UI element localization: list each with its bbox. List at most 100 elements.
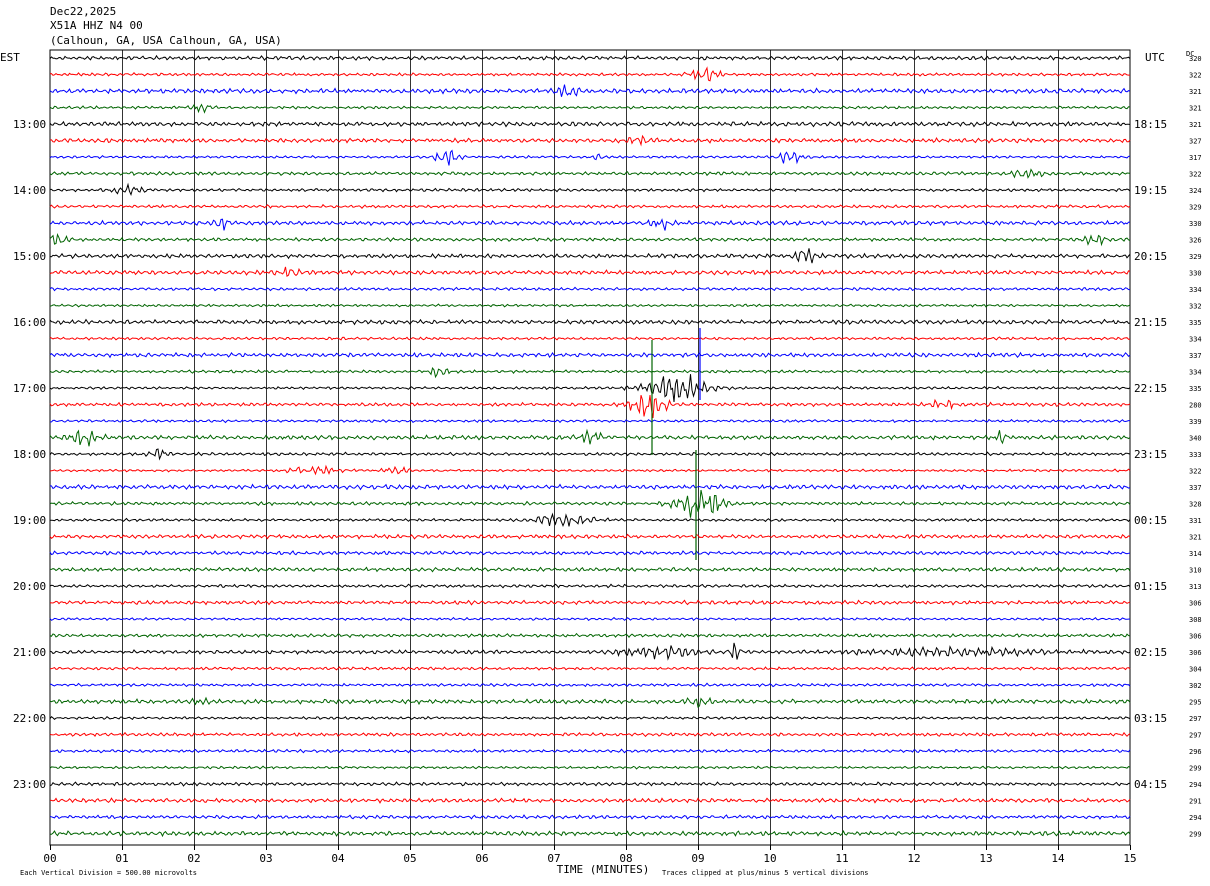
right-hour-label: 00:15 [1134,514,1167,527]
location-label: (Calhoun, GA, USA Calhoun, GA, USA) [50,34,282,47]
trace-line [49,418,1130,424]
dc-value-label: 339 [1189,418,1202,426]
trace-line [49,149,1131,166]
dc-value-label: 331 [1189,517,1202,525]
footer-clip-note: Traces clipped at plus/minus 5 vertical … [662,869,869,877]
right-hour-label: 02:15 [1134,646,1167,659]
dc-value-label: 297 [1189,715,1202,723]
dc-value-label: 321 [1189,121,1202,129]
trace-line [49,134,1131,147]
left-hour-label: 16:00 [13,316,46,329]
dc-value-label: 308 [1189,616,1202,624]
dc-value-label: 332 [1189,303,1202,311]
dc-value-label: 306 [1189,600,1202,608]
dc-value-label: 314 [1189,550,1202,558]
trace-line [49,351,1131,359]
trace-group [49,54,1131,838]
chart-grid [49,49,1131,850]
dc-value-label: 321 [1189,88,1202,96]
dc-value-label: 322 [1189,468,1202,476]
trace-line [49,248,1131,264]
right-hour-label: 03:15 [1134,712,1167,725]
left-hour-label: 22:00 [13,712,46,725]
dc-value-label: 335 [1189,385,1202,393]
trace-line [49,464,1131,476]
trace-line [49,318,1131,326]
trace-line [49,448,1131,461]
trace-line [49,642,1131,661]
x-tick-label: 14 [1051,852,1065,865]
right-hour-label: 19:15 [1134,184,1167,197]
trace-line [49,120,1131,128]
trace-line [49,103,1131,114]
right-hour-label: 01:15 [1134,580,1167,593]
dc-value-label: 321 [1189,105,1202,113]
dc-value-label: 296 [1189,748,1202,756]
trace-line [49,218,1131,231]
right-hour-label: 04:15 [1134,778,1167,791]
trace-line [49,374,1131,402]
dc-value-label: 294 [1189,814,1202,822]
trace-line [50,566,1131,573]
right-zone-label: UTC [1145,51,1165,64]
x-tick-label: 15 [1123,852,1136,865]
left-hour-label: 19:00 [13,514,46,527]
trace-line [49,489,1131,518]
left-zone-label: EST [0,51,20,64]
trace-line [49,533,1131,540]
trace-line [49,303,1131,308]
trace-line [49,266,1131,278]
x-tick-label: 09 [691,852,704,865]
trace-line [49,632,1131,639]
x-tick-label: 08 [619,852,632,865]
trace-line [50,512,1131,528]
trace-line [49,395,1131,418]
dc-value-label: 322 [1189,171,1202,179]
x-tick-label: 00 [43,852,56,865]
left-hour-label: 23:00 [13,778,46,791]
x-tick-label: 10 [763,852,776,865]
trace-line [49,781,1131,787]
right-hour-label: 18:15 [1134,118,1167,131]
dc-value-label: 328 [1189,501,1202,509]
trace-line [49,666,1131,671]
trace-line [49,232,1131,247]
trace-line [49,682,1131,688]
trace-line [49,286,1131,292]
dc-label: DC [1186,50,1194,58]
dc-value-label: 299 [1189,831,1202,839]
dc-value-label: 322 [1189,72,1202,80]
trace-line [49,748,1131,754]
dc-value-label: 297 [1189,732,1202,740]
x-tick-label: 07 [547,852,560,865]
dc-value-label: 329 [1189,253,1202,261]
trace-line [49,765,1131,770]
left-hour-label: 21:00 [13,646,46,659]
dc-value-label: 337 [1189,352,1202,360]
dc-value-label: 327 [1189,138,1202,146]
trace-line [49,797,1131,804]
trace-line [49,696,1131,708]
x-tick-label: 06 [475,852,488,865]
right-hour-label: 23:15 [1134,448,1167,461]
trace-line [49,367,1131,379]
trace-line [49,168,1131,179]
dc-value-label: 334 [1189,286,1202,294]
dc-value-label: 310 [1189,567,1202,575]
left-hour-label: 15:00 [13,250,46,263]
left-hour-label: 14:00 [13,184,46,197]
dc-value-label: 320 [1189,55,1202,63]
dc-value-label: 340 [1189,435,1202,443]
trace-line [49,616,1131,622]
chart-labels: 320 322 321 321 321 327 317 322 324 329 330 326 329 3… [0,50,1202,877]
dc-value-label: 291 [1189,798,1202,806]
trace-line [50,182,1131,197]
plot-frame [49,49,1131,846]
x-tick-label: 01 [115,852,128,865]
dc-value-label: 335 [1189,319,1202,327]
trace-line [50,829,1131,838]
x-tick-label: 11 [835,852,848,865]
x-tick-label: 04 [331,852,345,865]
trace-line [49,550,1131,556]
